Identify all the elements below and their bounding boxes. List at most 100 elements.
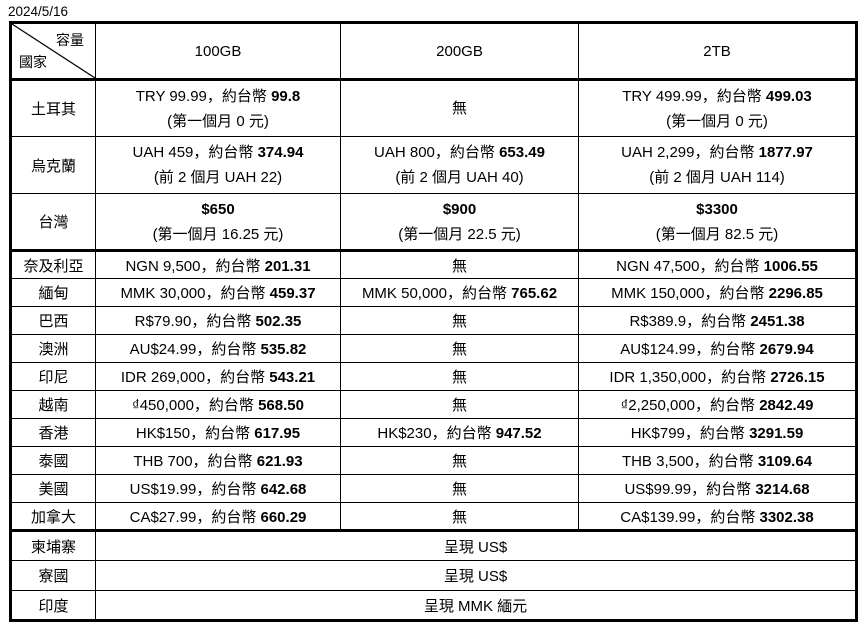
price-cell: 無 xyxy=(340,390,579,419)
table-row: 緬甸 MMK 30,000，約台幣 459.37 MMK 50,000，約台幣 … xyxy=(10,278,857,307)
country-label: 緬甸 xyxy=(10,278,96,307)
corner-country-label: 國家 xyxy=(19,54,47,70)
price-cell: THB 700，約台幣 621.93 xyxy=(95,446,341,475)
price-cell: $650 (第一個月 16.25 元) xyxy=(95,193,341,252)
country-label: 烏克蘭 xyxy=(10,136,96,194)
diagonal-line xyxy=(12,24,95,78)
country-label: 香港 xyxy=(10,418,96,447)
table-row: 加拿大 CA$27.99，約台幣 660.29 無 CA$139.99，約台幣 … xyxy=(10,502,857,532)
price-line2: (第一個月 82.5 元) xyxy=(655,225,779,243)
price-cell: 無 xyxy=(340,474,579,503)
price-line1: $650 xyxy=(201,200,235,218)
price-line2: (第一個月 22.5 元) xyxy=(398,225,521,243)
price-cell: UAH 2,299，約台幣 1877.97 (前 2 個月 UAH 114) xyxy=(578,136,857,194)
price-cell: 無 xyxy=(340,306,579,335)
column-header-2tb: 2TB xyxy=(578,22,857,81)
price-cell: NGN 47,500，約台幣 1006.55 xyxy=(578,250,857,279)
price-line1: TRY 499.99，約台幣 499.03 xyxy=(622,87,812,105)
price-cell: 無 xyxy=(340,502,579,532)
table-row: 奈及利亞 NGN 9,500，約台幣 201.31 無 NGN 47,500，約… xyxy=(10,250,857,279)
table-row: 越南 ₫450,000，約台幣 568.50 無 ₫2,250,000，約台幣 … xyxy=(10,390,857,419)
corner-cell: 容量 國家 xyxy=(10,22,96,81)
price-line1: TRY 99.99，約台幣 99.8 xyxy=(135,87,301,105)
price-line2: (前 2 個月 UAH 22) xyxy=(153,169,283,186)
price-line2: (前 2 個月 UAH 40) xyxy=(395,169,524,186)
table-row: 台灣 $650 (第一個月 16.25 元) $900 (第一個月 22.5 元… xyxy=(10,193,857,252)
table-row: 巴西 R$79.90，約台幣 502.35 無 R$389.9，約台幣 2451… xyxy=(10,306,857,335)
price-cell: IDR 1,350,000，約台幣 2726.15 xyxy=(578,362,857,391)
price-cell: ₫450,000，約台幣 568.50 xyxy=(95,390,341,419)
country-label: 巴西 xyxy=(10,306,96,335)
pricing-table: 容量 國家 100GB 200GB 2TB 土耳其 TRY 99.99，約台幣 … xyxy=(9,21,858,622)
price-line2: (第一個月 16.25 元) xyxy=(152,225,284,243)
price-cell: $3300 (第一個月 82.5 元) xyxy=(578,193,857,252)
price-line1: UAH 459，約台幣 374.94 xyxy=(132,144,304,161)
table-row: 柬埔寨 呈現 US$ xyxy=(10,530,857,561)
price-cell: ₫2,250,000，約台幣 2842.49 xyxy=(578,390,857,419)
price-cell: TRY 99.99，約台幣 99.8 (第一個月 0 元) xyxy=(95,79,341,137)
note-cell: 呈現 US$ xyxy=(95,560,857,591)
column-header-100gb: 100GB xyxy=(95,22,341,81)
price-cell: HK$150，約台幣 617.95 xyxy=(95,418,341,447)
country-label: 寮國 xyxy=(10,560,96,591)
table-row: 美國 US$19.99，約台幣 642.68 無 US$99.99，約台幣 32… xyxy=(10,474,857,503)
table-row: 印度 呈現 MMK 緬元 xyxy=(10,590,857,621)
price-cell: 無 xyxy=(340,446,579,475)
price-cell: THB 3,500，約台幣 3109.64 xyxy=(578,446,857,475)
table-row: 土耳其 TRY 99.99，約台幣 99.8 (第一個月 0 元) 無 TRY … xyxy=(10,79,857,137)
price-cell: 無 xyxy=(340,79,579,137)
price-cell: US$99.99，約台幣 3214.68 xyxy=(578,474,857,503)
price-line2: (第一個月 0 元) xyxy=(666,112,768,130)
price-cell: CA$139.99，約台幣 3302.38 xyxy=(578,502,857,532)
table-row: 印尼 IDR 269,000，約台幣 543.21 無 IDR 1,350,00… xyxy=(10,362,857,391)
price-line1: 無 xyxy=(451,100,467,117)
table-row: 香港 HK$150，約台幣 617.95 HK$230，約台幣 947.52 H… xyxy=(10,418,857,447)
price-line1: $3300 xyxy=(696,200,738,218)
country-label: 加拿大 xyxy=(10,502,96,532)
price-cell: TRY 499.99，約台幣 499.03 (第一個月 0 元) xyxy=(578,79,857,137)
price-cell: HK$799，約台幣 3291.59 xyxy=(578,418,857,447)
price-cell: IDR 269,000，約台幣 543.21 xyxy=(95,362,341,391)
price-cell: 無 xyxy=(340,334,579,363)
price-cell: $900 (第一個月 22.5 元) xyxy=(340,193,579,252)
country-label: 泰國 xyxy=(10,446,96,475)
country-label: 印度 xyxy=(10,590,96,621)
price-cell: AU$24.99，約台幣 535.82 xyxy=(95,334,341,363)
country-label: 印尼 xyxy=(10,362,96,391)
country-label: 越南 xyxy=(10,390,96,419)
price-cell: 無 xyxy=(340,362,579,391)
price-cell: R$79.90，約台幣 502.35 xyxy=(95,306,341,335)
price-line2: (第一個月 0 元) xyxy=(167,112,269,130)
table-row: 泰國 THB 700，約台幣 621.93 無 THB 3,500，約台幣 31… xyxy=(10,446,857,475)
country-label: 土耳其 xyxy=(10,79,96,137)
date-label: 2024/5/16 xyxy=(8,4,69,19)
price-line1: UAH 800，約台幣 653.49 xyxy=(374,144,545,161)
country-label: 台灣 xyxy=(10,193,96,252)
price-cell: 無 xyxy=(340,250,579,279)
price-line1: UAH 2,299，約台幣 1877.97 xyxy=(621,144,813,161)
price-cell: R$389.9，約台幣 2451.38 xyxy=(578,306,857,335)
price-line1: $900 xyxy=(442,200,477,218)
column-header-200gb: 200GB xyxy=(340,22,579,81)
price-cell: AU$124.99，約台幣 2679.94 xyxy=(578,334,857,363)
country-label: 奈及利亞 xyxy=(10,250,96,279)
price-cell: MMK 150,000，約台幣 2296.85 xyxy=(578,278,857,307)
price-cell: MMK 50,000，約台幣 765.62 xyxy=(340,278,579,307)
country-label: 柬埔寨 xyxy=(10,530,96,561)
country-label: 美國 xyxy=(10,474,96,503)
country-label: 澳洲 xyxy=(10,334,96,363)
price-cell: MMK 30,000，約台幣 459.37 xyxy=(95,278,341,307)
price-cell: UAH 800，約台幣 653.49 (前 2 個月 UAH 40) xyxy=(340,136,579,194)
price-cell: US$19.99，約台幣 642.68 xyxy=(95,474,341,503)
price-cell: CA$27.99，約台幣 660.29 xyxy=(95,502,341,532)
price-cell: NGN 9,500，約台幣 201.31 xyxy=(95,250,341,279)
corner-capacity-label: 容量 xyxy=(56,32,84,48)
table-row: 烏克蘭 UAH 459，約台幣 374.94 (前 2 個月 UAH 22) U… xyxy=(10,136,857,194)
header-row: 容量 國家 100GB 200GB 2TB xyxy=(10,22,857,81)
table-row: 澳洲 AU$24.99，約台幣 535.82 無 AU$124.99，約台幣 2… xyxy=(10,334,857,363)
note-cell: 呈現 MMK 緬元 xyxy=(95,590,857,621)
price-cell: HK$230，約台幣 947.52 xyxy=(340,418,579,447)
table-row: 寮國 呈現 US$ xyxy=(10,560,857,591)
price-line2: (前 2 個月 UAH 114) xyxy=(649,169,785,186)
price-cell: UAH 459，約台幣 374.94 (前 2 個月 UAH 22) xyxy=(95,136,341,194)
